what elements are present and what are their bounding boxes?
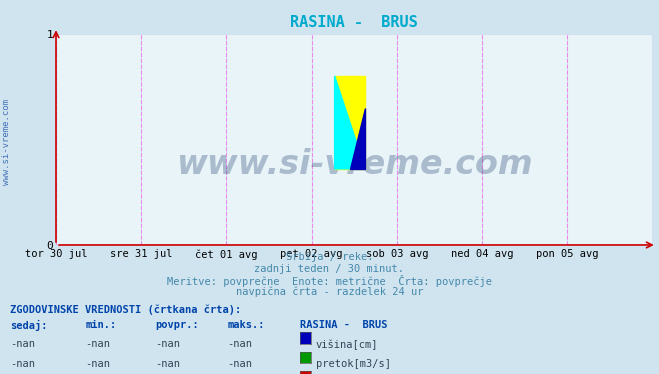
- Text: Meritve: povprečne  Enote: metrične  Črta: povprečje: Meritve: povprečne Enote: metrične Črta:…: [167, 275, 492, 287]
- Bar: [335, 76, 365, 169]
- Text: www.si-vreme.com: www.si-vreme.com: [2, 99, 11, 185]
- Text: RASINA -  BRUS: RASINA - BRUS: [300, 320, 387, 330]
- Text: navpična črta - razdelek 24 ur: navpična črta - razdelek 24 ur: [236, 286, 423, 297]
- Text: -nan: -nan: [227, 359, 252, 369]
- Text: ZGODOVINSKE VREDNOSTI (črtkana črta):: ZGODOVINSKE VREDNOSTI (črtkana črta):: [10, 305, 241, 315]
- Text: min.:: min.:: [86, 320, 117, 330]
- Text: pretok[m3/s]: pretok[m3/s]: [316, 359, 391, 369]
- Polygon shape: [335, 76, 365, 169]
- Text: -nan: -nan: [155, 339, 180, 349]
- Title: RASINA -  BRUS: RASINA - BRUS: [291, 15, 418, 30]
- Text: -nan: -nan: [227, 339, 252, 349]
- Text: -nan: -nan: [86, 339, 111, 349]
- Text: -nan: -nan: [155, 359, 180, 369]
- Text: sedaj:: sedaj:: [10, 320, 47, 331]
- Text: -nan: -nan: [86, 359, 111, 369]
- Text: www.si-vreme.com: www.si-vreme.com: [176, 148, 532, 181]
- Polygon shape: [350, 108, 365, 169]
- Text: povpr.:: povpr.:: [155, 320, 198, 330]
- Text: Srbija / reke.: Srbija / reke.: [286, 252, 373, 263]
- Text: -nan: -nan: [10, 359, 35, 369]
- Text: maks.:: maks.:: [227, 320, 265, 330]
- Text: višina[cm]: višina[cm]: [316, 339, 378, 350]
- Text: zadnji teden / 30 minut.: zadnji teden / 30 minut.: [254, 264, 405, 274]
- Text: -nan: -nan: [10, 339, 35, 349]
